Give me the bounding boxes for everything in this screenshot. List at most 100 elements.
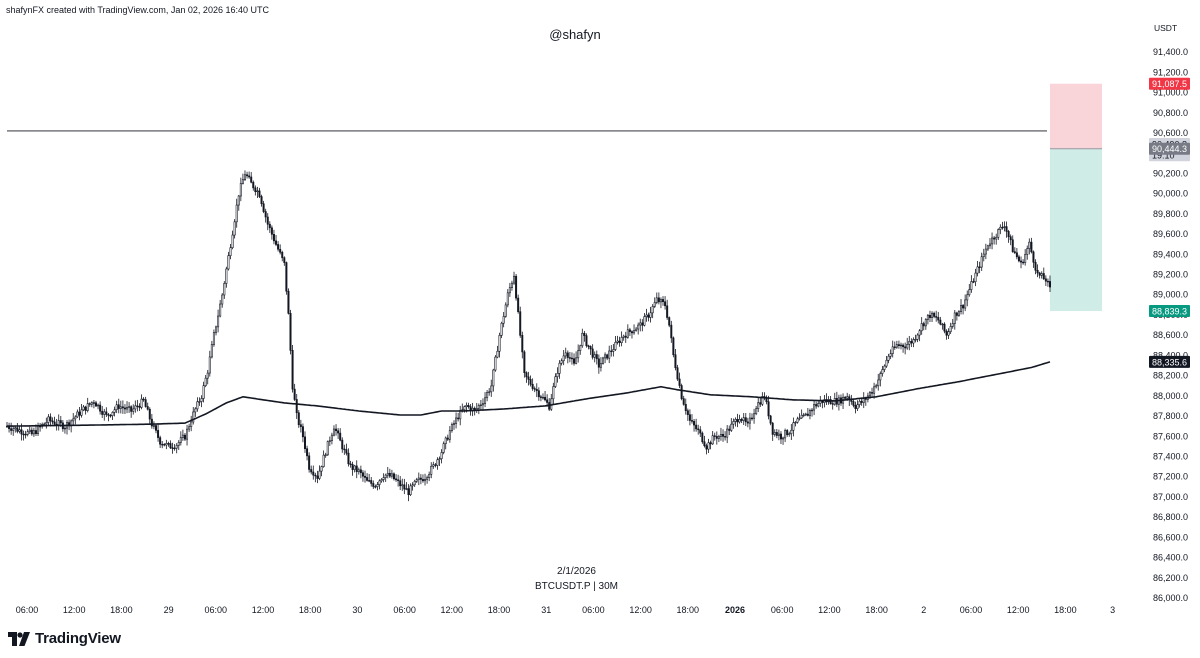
candle-body bbox=[316, 475, 319, 479]
candle-body bbox=[800, 414, 803, 419]
candle-body bbox=[1032, 251, 1035, 263]
candle-body bbox=[695, 424, 698, 430]
candle-body bbox=[233, 221, 236, 236]
candle-body bbox=[883, 365, 886, 370]
candle-body bbox=[159, 437, 162, 445]
price-axis[interactable]: 91,400.0 91,200.0 91,000.0 90,800.0 90,600.0… bbox=[1153, 47, 1188, 603]
time-tick-label: 29 bbox=[164, 605, 174, 615]
candle-body bbox=[103, 411, 106, 415]
candle-body bbox=[885, 359, 888, 367]
candle-body bbox=[260, 196, 263, 205]
price-tick-label: 87,600.0 bbox=[1153, 431, 1188, 441]
candle-body bbox=[496, 350, 499, 358]
candle-body bbox=[132, 408, 135, 412]
candle-body bbox=[819, 400, 822, 404]
candle-body bbox=[34, 430, 37, 434]
candle-body bbox=[335, 428, 338, 432]
candle-body bbox=[701, 432, 704, 443]
candle-body bbox=[581, 332, 584, 347]
candle-body bbox=[724, 436, 727, 438]
candle-body bbox=[649, 312, 652, 318]
candle-body bbox=[933, 312, 936, 317]
time-tick-label: 3 bbox=[1110, 605, 1115, 615]
candle-body bbox=[736, 419, 739, 423]
candle-body bbox=[808, 410, 811, 416]
candle-body bbox=[30, 429, 33, 435]
candle-body bbox=[1013, 251, 1016, 254]
candle-body bbox=[484, 397, 487, 405]
ma-price-label-text: 88,335.6 bbox=[1152, 357, 1187, 367]
candle-body bbox=[916, 334, 919, 340]
candle-body bbox=[448, 430, 451, 440]
candle-body bbox=[250, 176, 253, 183]
price-tick-label: 86,000.0 bbox=[1153, 593, 1188, 603]
candle-body bbox=[179, 437, 182, 443]
candle-body bbox=[407, 488, 410, 496]
candle-body bbox=[502, 316, 505, 324]
candle-body bbox=[875, 385, 878, 388]
candle-body bbox=[678, 378, 681, 386]
candle-body bbox=[419, 477, 422, 480]
candle-body bbox=[637, 324, 640, 330]
candle-body bbox=[544, 396, 547, 401]
candle-body bbox=[643, 316, 646, 326]
candle-body bbox=[728, 428, 731, 431]
candle-body bbox=[94, 402, 97, 407]
candle-body bbox=[850, 399, 853, 402]
candle-body bbox=[272, 234, 275, 242]
tradingview-logo[interactable]: TradingView bbox=[8, 630, 121, 647]
candle-body bbox=[922, 323, 925, 327]
candle-body bbox=[972, 281, 975, 283]
candle-body bbox=[347, 452, 350, 465]
candle-body bbox=[405, 488, 408, 490]
price-tick-label: 89,000.0 bbox=[1153, 290, 1188, 300]
candle-body bbox=[152, 425, 155, 427]
candle-body bbox=[366, 477, 369, 481]
time-tick-label: 12:00 bbox=[818, 605, 841, 615]
candle-body bbox=[364, 475, 367, 478]
candle-body bbox=[740, 419, 743, 421]
time-axis[interactable]: 06:00 12:00 18:00 29 06:00 12:00 18:00 30 06:00 1… bbox=[16, 605, 1115, 615]
price-tick-label: 86,200.0 bbox=[1153, 573, 1188, 583]
candle-body bbox=[655, 297, 658, 303]
candle-body bbox=[622, 335, 625, 338]
candle-body bbox=[577, 350, 580, 359]
candle-body bbox=[962, 305, 965, 309]
candle-body bbox=[457, 417, 460, 420]
candle-body bbox=[10, 428, 13, 431]
candle-body bbox=[148, 408, 151, 420]
candle-body bbox=[719, 434, 722, 437]
candle-body bbox=[806, 413, 809, 416]
countdown-label-text: 19:10 bbox=[1152, 151, 1175, 161]
candle-body bbox=[817, 403, 820, 407]
candle-body bbox=[1015, 252, 1018, 258]
candle-body bbox=[761, 396, 764, 405]
candle-body bbox=[1020, 260, 1023, 263]
price-tick-label: 86,800.0 bbox=[1153, 512, 1188, 522]
candle-body bbox=[628, 329, 631, 332]
candle-body bbox=[258, 190, 261, 197]
candle-body bbox=[196, 401, 199, 410]
candle-body bbox=[306, 448, 309, 457]
time-tick-label: 18:00 bbox=[865, 605, 888, 615]
candle-body bbox=[713, 435, 716, 437]
candle-body bbox=[473, 407, 476, 410]
candle-body bbox=[47, 416, 50, 423]
candle-body bbox=[630, 331, 633, 334]
candle-body bbox=[128, 406, 131, 408]
candle-body bbox=[341, 439, 344, 450]
candle-body bbox=[1009, 236, 1012, 241]
price-tick-label: 86,400.0 bbox=[1153, 553, 1188, 563]
candle-body bbox=[742, 417, 745, 421]
price-tick-label: 90,200.0 bbox=[1153, 168, 1188, 178]
price-tick-label: 87,200.0 bbox=[1153, 472, 1188, 482]
candle-body bbox=[279, 248, 282, 253]
candle-body bbox=[873, 386, 876, 394]
candle-body bbox=[902, 344, 905, 348]
candle-body bbox=[171, 447, 174, 449]
candle-body bbox=[521, 335, 524, 353]
candle-body bbox=[995, 236, 998, 240]
candle-body bbox=[986, 245, 989, 250]
candle-body bbox=[289, 313, 292, 351]
